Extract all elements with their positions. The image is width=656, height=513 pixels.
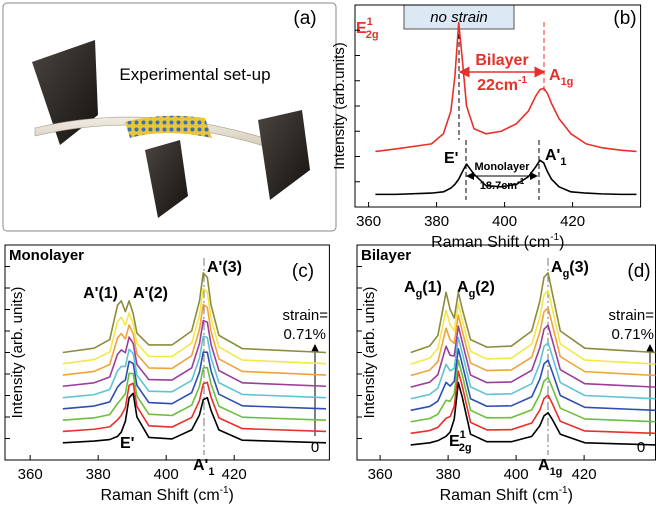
peak-label: A'(2)	[133, 285, 168, 302]
panel-a: (a) Experimental set-up	[3, 3, 336, 231]
annotation: 18.7cm-1	[480, 177, 525, 192]
label-sub: 1	[208, 466, 214, 478]
spectrum-line	[411, 360, 656, 422]
label-sup: -1	[518, 75, 527, 86]
y-axis-label: Intensity (arb. units)	[9, 287, 26, 419]
panel-label: (a)	[293, 8, 316, 29]
annotation: 0	[637, 439, 645, 456]
figure: (a) Experimental set-up no strain E12g B…	[0, 0, 656, 513]
annotation: 0.71%	[283, 326, 326, 343]
x-tick-label: 420	[222, 466, 247, 483]
label-text: (1)	[422, 279, 442, 296]
label-text: (3)	[569, 259, 589, 276]
annotation: Bilayer	[475, 52, 528, 69]
y-axis-label: Intensity (arb. units)	[361, 287, 378, 419]
label-text: A	[549, 67, 561, 84]
label-sub: 2g	[459, 442, 472, 454]
label-sub: 1g	[561, 76, 574, 88]
annotation: strain=	[283, 307, 329, 324]
label-text: 22cm	[477, 77, 518, 94]
x-tick-label: 360	[356, 213, 381, 230]
annotation: 22cm-1	[477, 75, 527, 94]
x-tick-label: 380	[86, 466, 111, 483]
chart-title: Bilayer	[361, 247, 411, 264]
x-axis-label: Raman Shift (cm-1)	[440, 485, 573, 504]
plot-frame	[355, 5, 641, 207]
label-sub: g	[563, 268, 570, 280]
peak-label: E12g	[449, 429, 472, 454]
label-text: (2)	[475, 279, 495, 296]
label-sub: 1	[560, 156, 566, 168]
peak-label: A'(1)	[83, 285, 118, 302]
label-text: )	[229, 487, 234, 504]
label-sub: g	[416, 288, 423, 300]
peak-label: Ag(2)	[457, 279, 495, 300]
label-text: A'	[545, 147, 560, 164]
annotation: 0.71%	[611, 326, 654, 343]
chart-title: Monolayer	[9, 247, 84, 264]
label-text: Raman Shift (cm	[431, 234, 550, 251]
label-text: A	[404, 279, 416, 296]
label-text: Raman Shift (cm	[440, 487, 559, 504]
panel-label: (b)	[613, 8, 636, 29]
x-tick-label: 380	[424, 213, 449, 230]
peak-label: E'	[120, 435, 134, 452]
panel-label: (d)	[627, 261, 650, 282]
plot-frame	[357, 245, 656, 460]
x-axis-label: Raman Shift (cm-1)	[101, 485, 234, 504]
annotation: Monolayer	[474, 161, 530, 173]
peak-label: E'	[444, 150, 458, 167]
label-sup: 1	[460, 429, 466, 441]
peak-label: A1g	[549, 67, 573, 88]
x-tick-label: 420	[572, 466, 597, 483]
x-tick-label: 360	[18, 466, 43, 483]
peak-label: A'(3)	[207, 259, 242, 276]
label-text: )	[559, 234, 564, 251]
x-tick-label: 400	[504, 466, 529, 483]
label-text: A	[551, 259, 563, 276]
peak-label: A'1	[545, 147, 566, 168]
peak-label: E12g	[356, 16, 379, 41]
label-sub: 1g	[550, 466, 563, 478]
x-tick-label: 400	[492, 213, 517, 230]
y-axis-label: Intensity (arb.units)	[331, 42, 348, 170]
label-text: )	[568, 487, 573, 504]
x-tick-label: 380	[436, 466, 461, 483]
x-tick-label: 420	[560, 213, 585, 230]
x-tick-label: 400	[154, 466, 179, 483]
label-text: Raman Shift (cm	[101, 487, 220, 504]
label-sub: g	[469, 288, 476, 300]
annotation: 0	[311, 439, 319, 456]
x-tick-label: 360	[368, 466, 393, 483]
caption: Experimental set-up	[119, 65, 270, 84]
peak-label: Ag(3)	[551, 259, 589, 280]
panel-label: (c)	[292, 261, 314, 282]
plot-frame	[5, 245, 329, 460]
x-axis-label: Raman Shift (cm-1)	[431, 232, 564, 251]
label-sub: 2g	[366, 29, 379, 41]
label-sup: 1	[367, 16, 373, 28]
annotation: strain=	[609, 307, 655, 324]
peak-label: Ag(1)	[404, 279, 442, 300]
